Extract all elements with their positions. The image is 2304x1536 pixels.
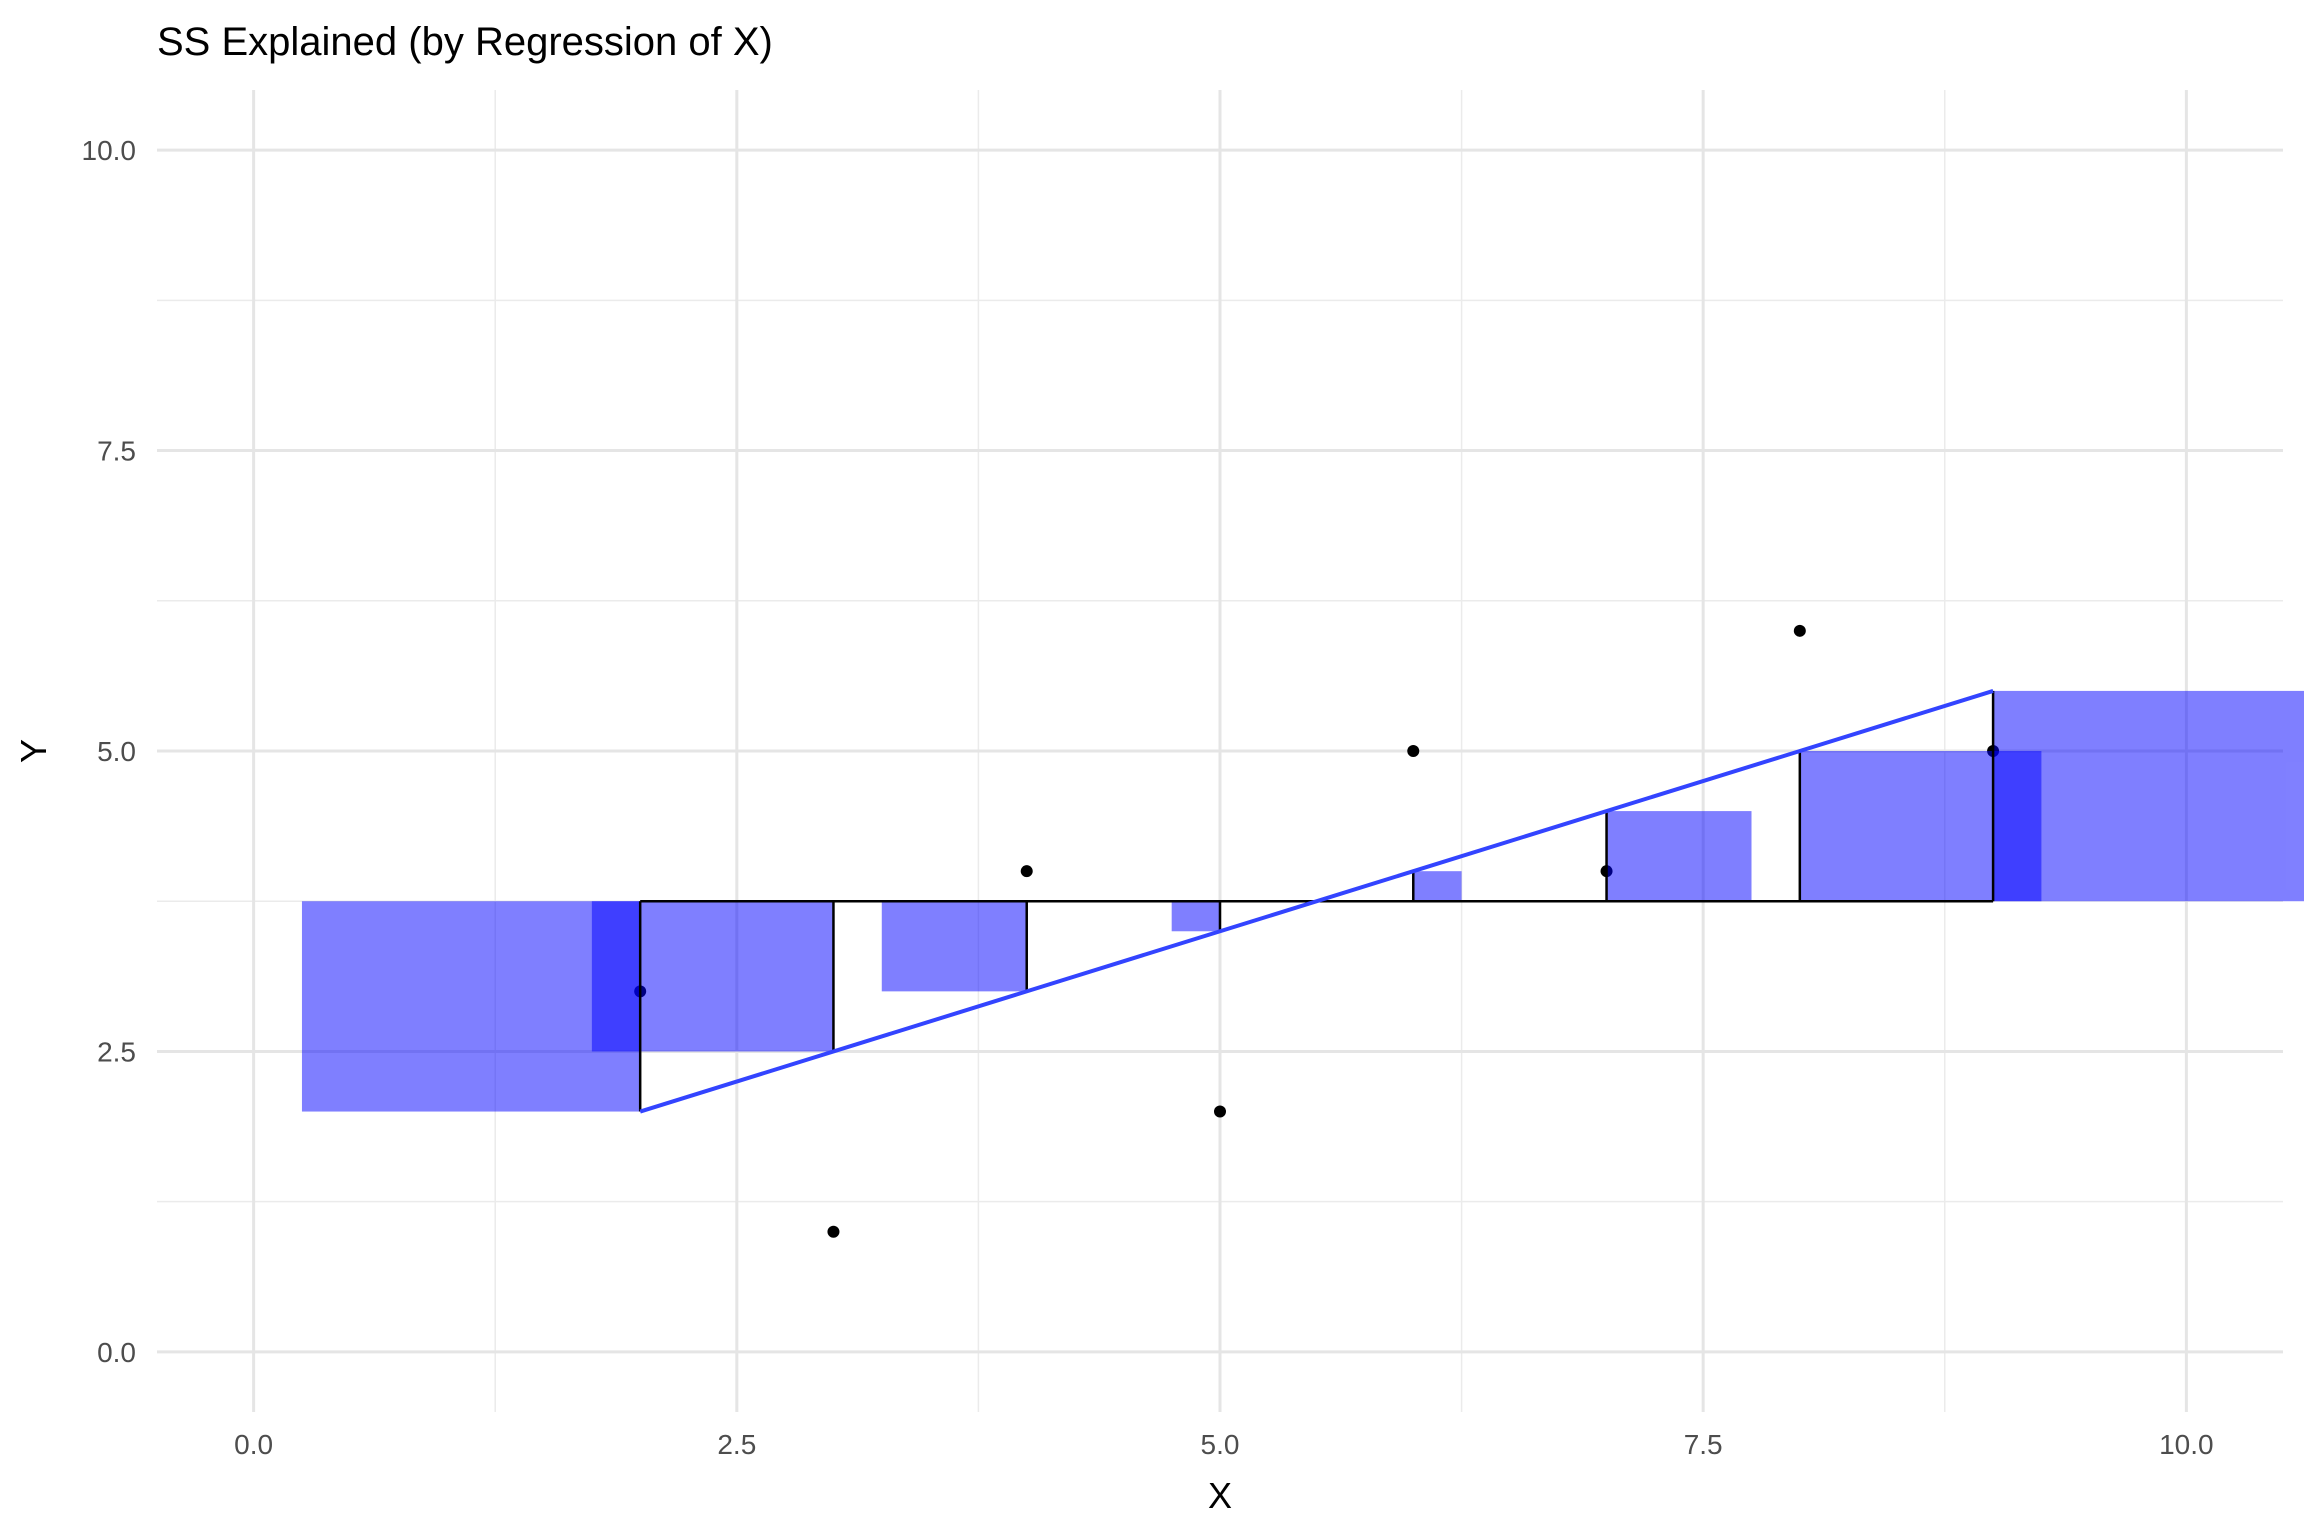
x-tick-label: 10.0: [2159, 1429, 2214, 1460]
x-axis-label: X: [1208, 1475, 1232, 1516]
y-tick-label: 2.5: [97, 1036, 136, 1067]
y-tick-label: 10.0: [82, 135, 137, 166]
explained-square: [881, 901, 1027, 992]
y-axis-label: Y: [13, 739, 54, 763]
y-tick-label: 0.0: [97, 1337, 136, 1368]
data-point: [1793, 624, 1806, 637]
explained-square: [1993, 690, 2304, 902]
explained-square: [1413, 871, 1462, 902]
data-points: [634, 624, 2000, 1238]
regression-line: [639, 688, 1994, 1114]
tick-labels: 0.0 2.5 5.0 7.5 10.0 0.0 2.5 5.0 7.5 10.0: [82, 135, 2214, 1460]
x-tick-label: 2.5: [717, 1429, 756, 1460]
explained-square: [1171, 901, 1220, 932]
explained-square: [1606, 811, 1752, 902]
explained-square: [591, 901, 834, 1052]
y-tick-label: 5.0: [97, 736, 136, 767]
data-point: [1407, 745, 1420, 757]
chart-title: SS Explained (by Regression of X): [157, 20, 773, 64]
regression-line-group: [639, 688, 1994, 1114]
explained-squares: [301, 690, 2304, 1112]
x-tick-label: 0.0: [234, 1429, 273, 1460]
data-point: [1214, 1105, 1226, 1118]
x-tick-label: 5.0: [1201, 1429, 1240, 1460]
explained-square: [301, 901, 641, 1112]
data-point: [1020, 865, 1033, 878]
x-tick-label: 7.5: [1684, 1429, 1723, 1460]
data-point: [827, 1225, 840, 1238]
y-tick-label: 7.5: [97, 436, 136, 467]
